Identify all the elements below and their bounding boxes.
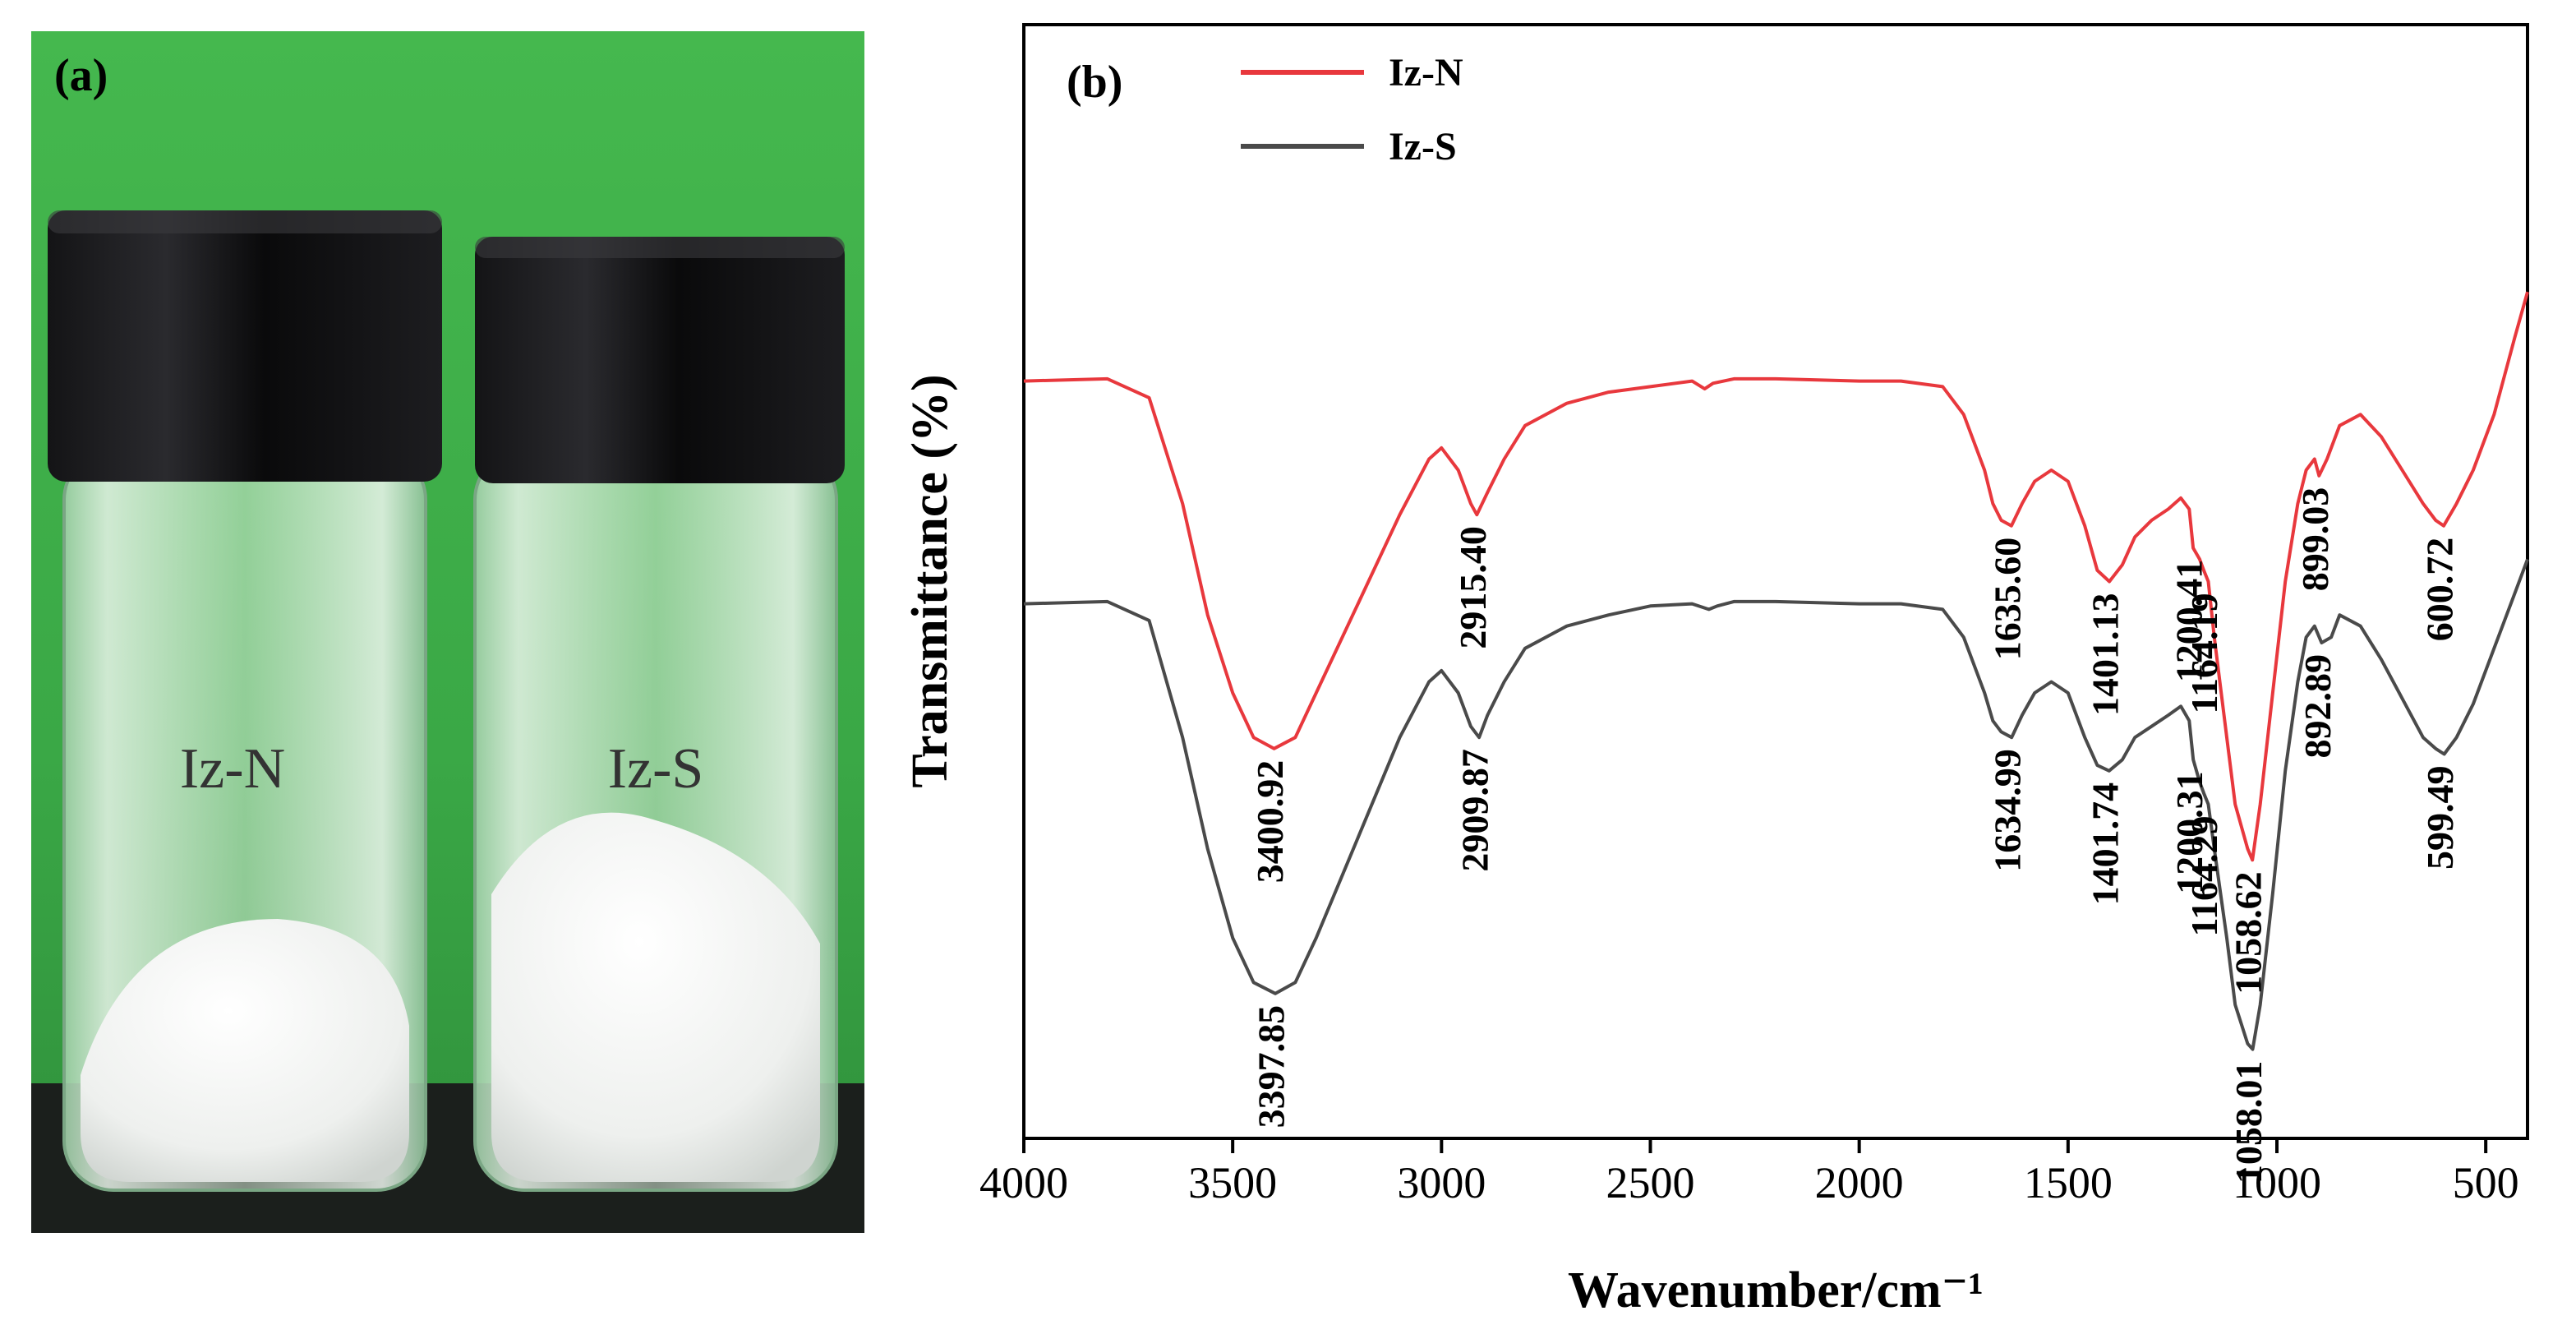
panel-a-label: (a) xyxy=(54,50,108,101)
photo-panel: (a) Iz-N Iz-S xyxy=(31,31,864,1233)
x-axis-title: Wavenumber/cm⁻¹ xyxy=(1568,1262,1984,1318)
peak-label-892-89: 892.89 xyxy=(2297,654,2339,759)
peak-label-1058-01: 1058.01 xyxy=(2228,1061,2270,1184)
series-line-iz-n xyxy=(1023,291,2529,862)
powder-left xyxy=(81,919,409,1182)
x-tick-label-3500: 3500 xyxy=(1188,1158,1277,1207)
vial-left-label: Iz-N xyxy=(180,737,285,801)
x-tick-label-2000: 2000 xyxy=(1815,1158,1904,1207)
peak-label-1401-74: 1401.74 xyxy=(2084,782,2126,906)
series-line-iz-s xyxy=(1023,558,2529,1051)
cap-left xyxy=(48,210,442,482)
peak-label-599-49: 599.49 xyxy=(2419,766,2461,870)
panel-b-label: (b) xyxy=(1067,57,1122,108)
y-axis-title: Transmittance (%) xyxy=(902,374,958,787)
cap-right xyxy=(475,237,845,483)
peak-label-1200-31: 1200.31 xyxy=(2168,771,2210,894)
peak-label-1634-99: 1634.99 xyxy=(1987,749,2029,871)
vial-right-label: Iz-S xyxy=(608,737,704,801)
legend-label-iz-n: Iz-N xyxy=(1389,51,1463,95)
peak-label-3400-92: 3400.92 xyxy=(1249,760,1291,884)
chart-panel: (b) Iz-N Iz-S 3400.92 2915.40 1635.60 1401.… xyxy=(887,0,2576,1330)
x-tick-label-3000: 3000 xyxy=(1397,1158,1486,1207)
peak-label-2909-87: 2909.87 xyxy=(1454,749,1496,872)
peak-label-1164-19: 1164.19 xyxy=(2183,593,2225,713)
peak-label-3397-85: 3397.85 xyxy=(1251,1005,1293,1129)
peak-label-1635-60: 1635.60 xyxy=(1987,538,2029,661)
peak-label-1164-29: 1164.29 xyxy=(2183,816,2225,937)
x-tick-label-4000: 4000 xyxy=(979,1158,1068,1207)
peak-label-1058-62: 1058.62 xyxy=(2228,871,2270,995)
powder-right xyxy=(491,812,820,1182)
peak-label-600-72: 600.72 xyxy=(2419,538,2461,642)
peak-label-2915-40: 2915.40 xyxy=(1452,526,1494,649)
vial-left xyxy=(48,210,442,1192)
x-axis: 4000 3500 3000 2500 2000 1500 1000 500 xyxy=(979,1138,2519,1207)
plot-frame xyxy=(1022,23,2529,1140)
legend: Iz-N Iz-S xyxy=(1241,51,1463,168)
x-tick-label-2500: 2500 xyxy=(1606,1158,1695,1207)
x-tick-label-1000: 1000 xyxy=(2233,1158,2321,1207)
vials-photo: (a) Iz-N Iz-S xyxy=(31,31,864,1233)
vial-right xyxy=(473,237,845,1192)
x-tick-label-500: 500 xyxy=(2453,1158,2519,1207)
peak-label-1401-13: 1401.13 xyxy=(2085,593,2127,717)
x-tick-label-1500: 1500 xyxy=(2024,1158,2113,1207)
peak-label-1200-41: 1200.41 xyxy=(2168,560,2210,683)
ftir-chart: (b) Iz-N Iz-S 3400.92 2915.40 1635.60 1401.… xyxy=(902,23,2529,1318)
legend-label-iz-s: Iz-S xyxy=(1389,125,1457,168)
peak-label-899-03: 899.03 xyxy=(2294,487,2336,592)
series-layer xyxy=(1023,291,2529,1051)
